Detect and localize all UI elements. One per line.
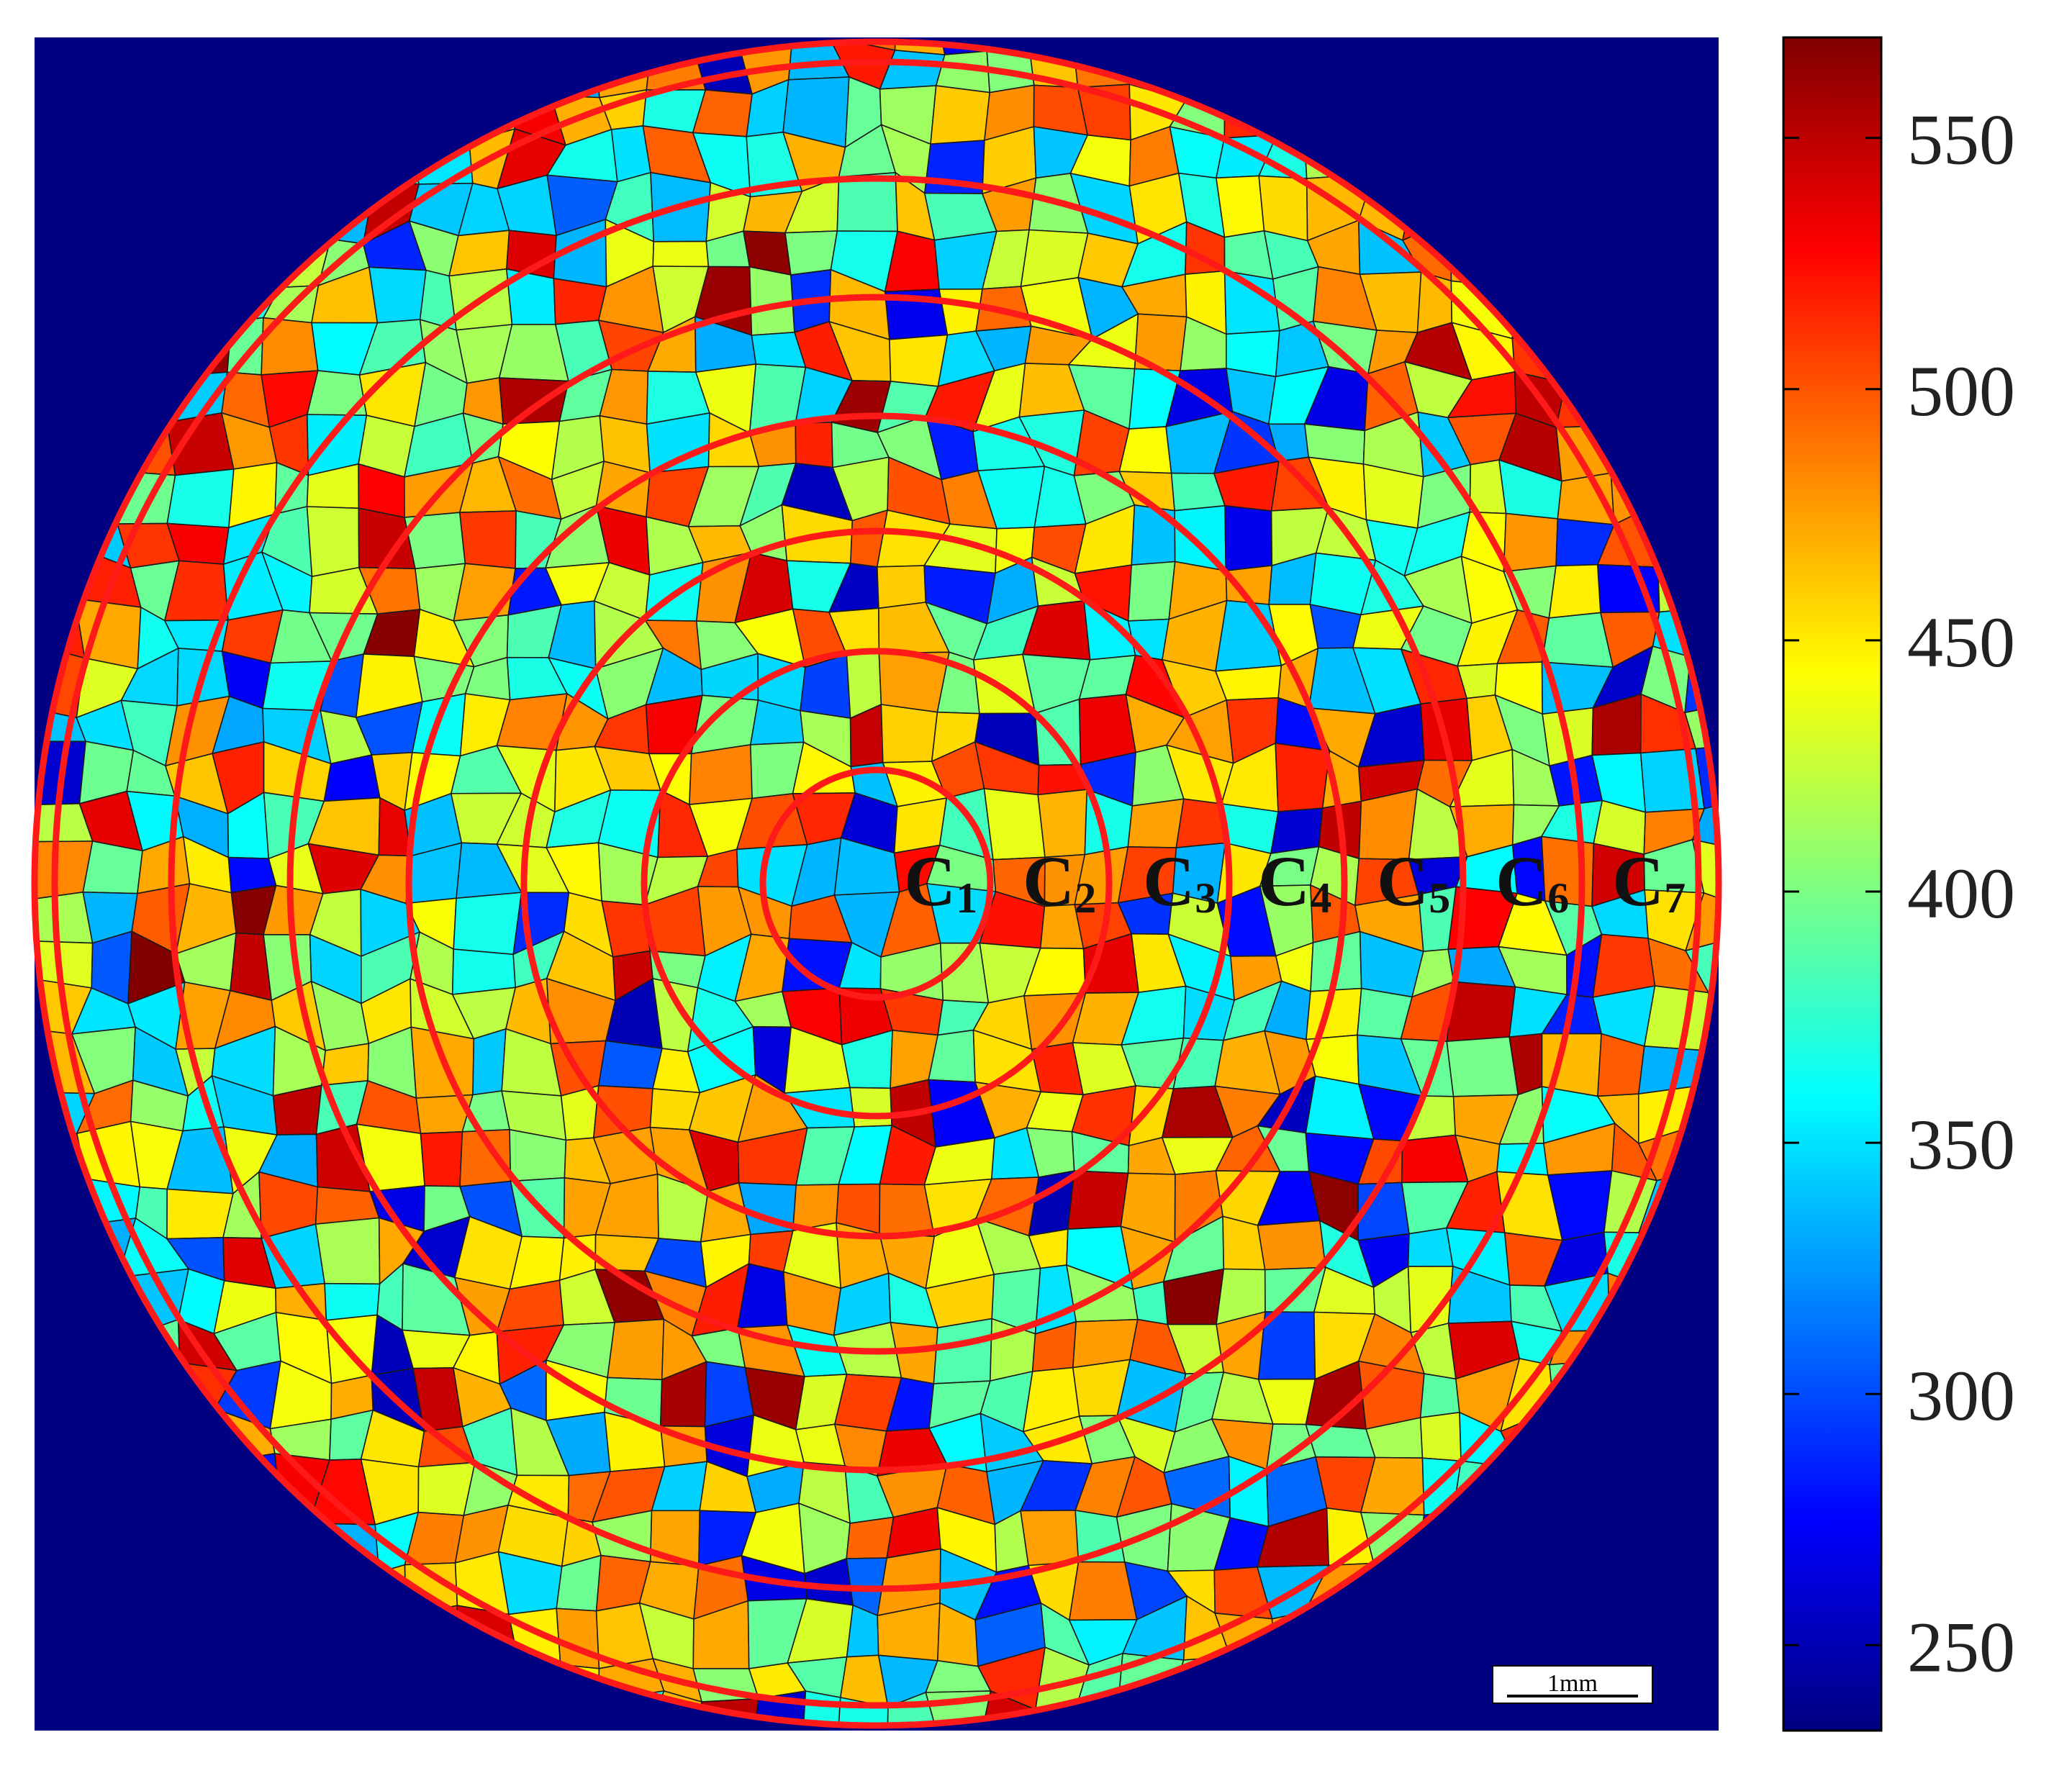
grain-cell [1695,743,1719,810]
grain-cell [689,743,753,805]
grain-cell [1305,1423,1376,1459]
grain-cell [35,740,86,806]
grain-cell [453,892,522,956]
ring-label-c4: C4 [1258,841,1331,922]
ring-label-c7: C7 [1612,841,1686,922]
grain-cell [35,1028,38,1099]
colorbar-tick-label: 550 [1907,100,2015,180]
grain-cell [472,1028,507,1096]
scale-bar: 1mm [1492,1665,1653,1704]
grain-cell [35,979,40,1048]
grain-cell [1214,665,1282,701]
grain-cell [498,377,569,425]
grain-cell [451,948,517,995]
grain-cell [876,565,927,609]
grain-cell [35,937,40,982]
grain-cell [886,1691,940,1726]
grain-cell [1132,1281,1169,1325]
colorbar-tick-label: 250 [1907,1607,2015,1687]
grain-cell [1026,42,1086,44]
colorbar-tick-label: 450 [1907,602,2015,682]
grain-cell [1503,512,1559,573]
scale-bar-label: 1mm [1547,1670,1598,1697]
ring-label-c1: C1 [904,841,977,922]
grain-cell [420,1130,463,1187]
grain-cell [0,741,25,804]
ring-c1 [759,766,994,1001]
grain-cell [0,799,28,848]
grain-cell [556,1608,600,1669]
grain-cell [933,1318,993,1384]
grain-cell [846,1516,895,1559]
grain-cell [1131,504,1176,566]
colorbar-tick-label: 400 [1907,853,2015,933]
grain-cell [166,468,235,529]
ring-c4 [405,412,1348,1355]
colorbar-tick-label: 300 [1907,1356,2015,1436]
grain-cell [1419,1411,1462,1462]
colorbar-tick-label: 500 [1907,351,2015,431]
ring-c2 [641,648,1113,1120]
ring-label-group: C1 C2 C3 C4 C5 C6 C7 [904,841,1686,922]
colorbar: 250 300 350 400 450 500 550 [1782,36,2015,1732]
grain-cell [1419,1373,1460,1419]
grain-cell [1407,1227,1454,1267]
grain-cell [646,412,710,473]
grain-cell [838,1741,887,1768]
grain-cell [82,840,143,894]
ring-label-c2: C2 [1023,841,1096,922]
grain-cell [1446,981,1516,1043]
grain-cell [880,704,938,763]
ring-label-c3: C3 [1143,841,1216,922]
grain-cell [1127,561,1176,622]
ring-c5 [286,294,1467,1474]
grain-cell [849,1087,893,1128]
grain-cell [1127,798,1185,848]
ring-label-c5: C5 [1377,841,1450,922]
grain-cell [1020,1510,1080,1567]
grain-cell [1446,1036,1519,1097]
grain-cell [1067,1170,1129,1230]
grain-cell [0,842,29,907]
grain-cell [974,1690,1042,1726]
outer-boundary-ring [31,38,1722,1729]
grain-cell [320,1043,370,1087]
colorbar-ticks: 250 300 350 400 450 500 550 [1783,100,2015,1687]
grain-cell [930,85,991,145]
grain-cell [889,334,949,387]
grain-cell [1257,1220,1326,1271]
grain-cell [1643,985,1709,1052]
grain-cell [35,694,37,763]
ring-c3 [520,527,1233,1240]
grain-cell [795,421,833,468]
grain-cell [35,899,37,942]
grain-cell [784,230,838,276]
grain-cell [458,510,517,569]
grain-cell [306,506,360,578]
ring-label-c6: C6 [1496,841,1569,922]
grain-cell [1224,504,1273,572]
colorbar-gradient [1782,36,1883,1732]
grain-cell [315,1217,381,1285]
grain-cell [607,1318,665,1381]
grain-cell [1215,175,1265,238]
grain-cell [553,277,607,325]
grain-cell [792,0,855,40]
grain-cell [652,240,710,268]
grain-cell [453,563,517,622]
ring-c6 [168,175,1585,1592]
ring-group [31,38,1722,1729]
grain-cell [324,1282,381,1321]
grain-cell [1548,563,1601,619]
grain-cell [448,230,510,277]
ring-c7 [51,58,1702,1709]
grain-cell [1737,938,1788,1004]
grain-cell [166,1188,234,1240]
grain-cell [1275,742,1331,812]
grain-cell [368,266,427,324]
colorbar-tick-label: 350 [1907,1105,2015,1184]
grain-cell [597,1040,663,1089]
